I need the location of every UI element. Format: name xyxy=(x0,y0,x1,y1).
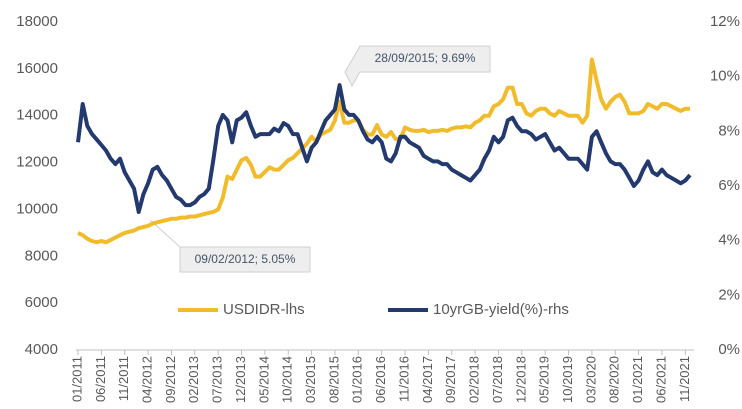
x-tick-label: 02/2013 xyxy=(186,356,201,403)
x-tick-label: 08/2015 xyxy=(326,356,341,403)
annotation-box xyxy=(344,45,491,88)
x-tick-label: 01/2016 xyxy=(350,356,365,403)
annotation: 09/02/2012; 5.05% xyxy=(195,252,296,266)
x-tick-label: 06/2016 xyxy=(373,356,388,403)
x-tick-label: 12/2018 xyxy=(513,356,528,403)
y-tick-label: 8000 xyxy=(25,247,58,264)
y-tick-label: 14000 xyxy=(16,107,58,124)
x-tick-label: 01/2021 xyxy=(630,356,645,403)
annotation-box xyxy=(149,219,311,273)
y-tick-label: 18000 xyxy=(16,13,58,30)
y2-tick-label: 10% xyxy=(710,68,740,85)
y-tick-label: 6000 xyxy=(25,294,58,311)
x-tick-label: 07/2018 xyxy=(490,356,505,403)
y2-tick-label: 4% xyxy=(718,232,740,249)
x-tick-label: 03/2015 xyxy=(303,356,318,403)
y2-tick-label: 2% xyxy=(718,286,740,303)
x-tick-label: 01/2011 xyxy=(69,356,84,402)
x-tick-label: 06/2021 xyxy=(653,356,668,403)
x-tick-label: 08/2020 xyxy=(607,356,622,403)
legend-label: 10yrGB-yield(%)-rhs xyxy=(433,301,569,318)
x-tick-label: 02/2018 xyxy=(467,356,482,403)
y2-tick-label: 12% xyxy=(710,13,740,30)
line-series xyxy=(76,83,692,214)
y-tick-label: 16000 xyxy=(16,60,58,77)
y2-tick-label: 8% xyxy=(718,122,740,139)
x-tick-label: 11/2011 xyxy=(116,356,131,401)
x-tick-label: 09/2012 xyxy=(163,356,178,403)
x-tick-label: 04/2017 xyxy=(420,356,435,403)
x-tick-label: 06/2011 xyxy=(93,356,108,402)
x-tick-label: 04/2012 xyxy=(140,356,155,403)
x-tick-label: 03/2020 xyxy=(583,356,598,403)
x-tick-label: 05/2014 xyxy=(256,356,271,403)
annotation: 28/09/2015; 9.69% xyxy=(375,51,476,65)
x-tick-label: 12/2013 xyxy=(233,356,248,403)
x-tick-label: 11/2021 xyxy=(677,356,692,402)
legend-label: USDIDR-lhs xyxy=(223,301,305,318)
y-tick-label: 12000 xyxy=(16,154,58,171)
y-tick-label: 4000 xyxy=(25,341,58,358)
line-series xyxy=(77,57,690,245)
x-tick-label: 11/2016 xyxy=(396,356,411,402)
x-tick-label: 07/2013 xyxy=(210,356,225,403)
x-tick-label: 10/2014 xyxy=(280,356,295,403)
x-tick-label: 05/2019 xyxy=(537,356,552,403)
y2-tick-label: 0% xyxy=(718,341,740,358)
x-tick-label: 09/2017 xyxy=(443,356,458,403)
y-tick-label: 10000 xyxy=(16,200,58,217)
y2-tick-label: 6% xyxy=(718,177,740,194)
x-tick-label: 10/2019 xyxy=(560,356,575,403)
